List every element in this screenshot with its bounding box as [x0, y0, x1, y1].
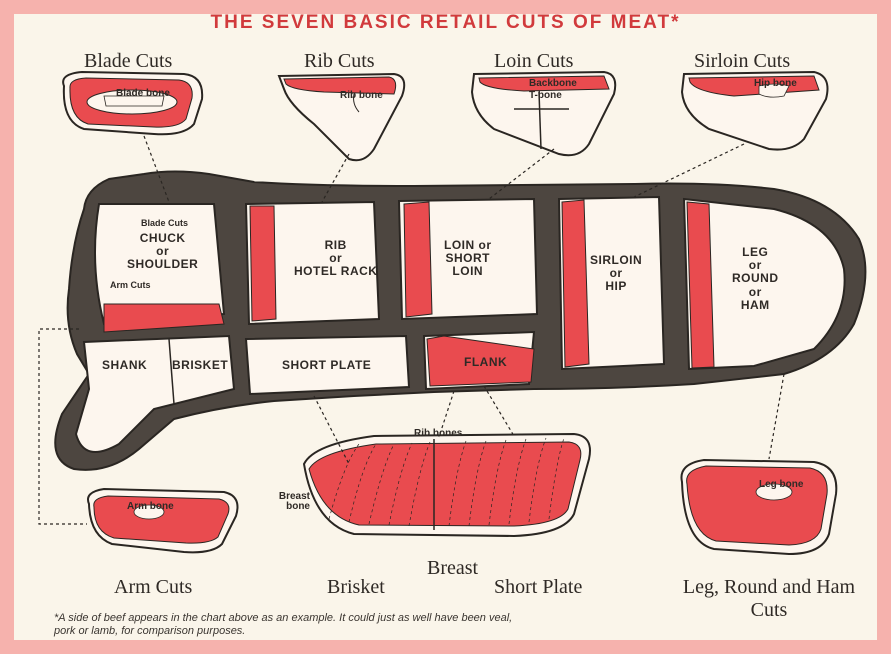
label-breast-bone: Breast bone [262, 492, 310, 512]
detail-brisket [304, 434, 590, 536]
section-shank: SHANK [102, 359, 147, 372]
page-border: THE SEVEN BASIC RETAIL CUTS OF MEAT* Bla… [0, 0, 891, 654]
label-rib-bone: Rib bone [340, 90, 383, 101]
label-backbone: Backbone [529, 78, 577, 89]
detail-leg [681, 460, 836, 554]
sublabel-arm: Arm Cuts [110, 280, 151, 290]
section-chuck: CHUCK or SHOULDER [127, 232, 198, 272]
detail-blade [63, 72, 202, 134]
content-panel: THE SEVEN BASIC RETAIL CUTS OF MEAT* Bla… [14, 14, 877, 640]
label-tbone: T-bone [529, 90, 562, 101]
section-shortplate: SHORT PLATE [282, 359, 371, 372]
footnote: *A side of beef appears in the chart abo… [54, 612, 534, 638]
detail-rib [279, 74, 404, 160]
section-sirloin: SIRLOIN or HIP [590, 254, 642, 294]
label-blade-bone: Blade bone [116, 88, 170, 99]
section-rib: RIB or HOTEL RACK [294, 239, 377, 279]
label-hip-bone: Hip bone [754, 78, 797, 89]
label-rib-bones: Rib bones [414, 428, 462, 439]
section-leg: LEG or ROUND or HAM [732, 246, 779, 312]
label-leg-bone: Leg bone [759, 479, 803, 490]
sublabel-blade: Blade Cuts [141, 218, 188, 228]
section-loin: LOIN or SHORT LOIN [444, 239, 492, 279]
section-brisket: BRISKET [172, 359, 228, 372]
detail-arm [88, 489, 238, 552]
section-flank: FLANK [464, 356, 507, 369]
diagram-svg [14, 14, 877, 640]
label-arm-bone: Arm bone [127, 501, 174, 512]
